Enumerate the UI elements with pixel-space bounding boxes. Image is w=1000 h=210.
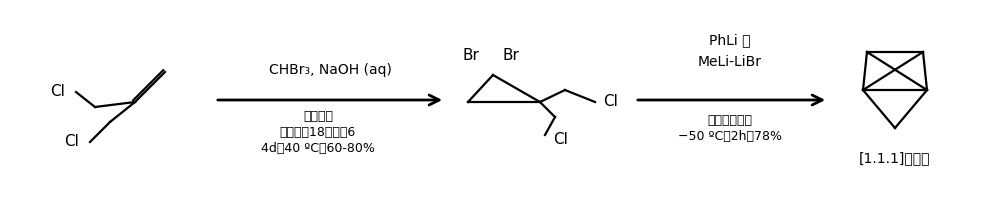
Text: Cl: Cl [51,84,65,100]
Text: MeLi-LiBr: MeLi-LiBr [698,55,762,69]
Text: [1.1.1]螺桨烷: [1.1.1]螺桨烷 [859,151,931,165]
Text: 频哪醇，: 频哪醇， [303,109,333,122]
Text: PhLi 或: PhLi 或 [709,33,751,47]
Text: 4d，40 ºC，60-80%: 4d，40 ºC，60-80% [261,142,375,155]
Text: −50 ºC，2h，78%: −50 ºC，2h，78% [678,130,782,143]
Text: 戊烷，乙醚，: 戊烷，乙醚， [708,113,753,126]
Text: Cl: Cl [604,94,618,109]
Text: 二苯并－18－冠－6: 二苯并－18－冠－6 [280,126,356,139]
Text: Br: Br [503,47,519,63]
Text: CHBr₃, NaOH (aq): CHBr₃, NaOH (aq) [269,63,391,77]
Text: Cl: Cl [65,134,79,150]
Text: Cl: Cl [554,133,568,147]
Text: Br: Br [463,47,479,63]
